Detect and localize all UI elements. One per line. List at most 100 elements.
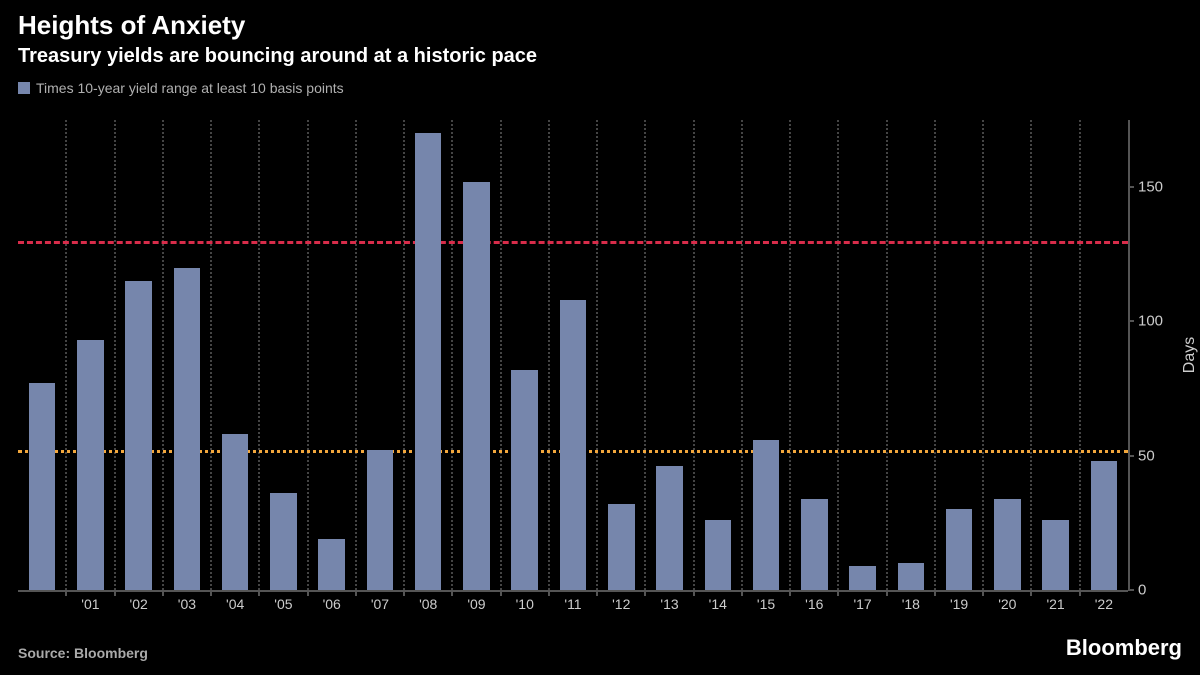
y-tick-mark [1128,455,1134,457]
source-text: Source: Bloomberg [18,645,148,661]
chart-title: Heights of Anxiety [18,10,1182,41]
bar [608,504,635,590]
gridline [693,120,695,590]
x-tick-label: '06 [323,596,341,612]
reference-line [18,241,1128,244]
gridline [982,120,984,590]
x-tick-label: '15 [757,596,775,612]
chart-legend: Times 10-year yield range at least 10 ba… [0,68,1200,96]
x-tick-label: '16 [805,596,823,612]
gridline [837,120,839,590]
x-tick-label: '10 [516,596,534,612]
bar [174,268,201,590]
bar [946,509,973,590]
x-tick-mark [210,590,212,596]
x-tick-label: '14 [709,596,727,612]
bar [29,383,56,590]
gridline [741,120,743,590]
chart-footer: Source: Bloomberg Bloomberg [18,635,1182,661]
x-tick-mark [65,590,67,596]
gridline [1079,120,1081,590]
bar [318,539,345,590]
x-tick-label: '20 [998,596,1016,612]
gridline [403,120,405,590]
legend-label: Times 10-year yield range at least 10 ba… [36,80,344,96]
y-tick-label: 100 [1138,313,1163,330]
y-tick-mark [1128,186,1134,188]
gridline [548,120,550,590]
bar [705,520,732,590]
bar [77,340,104,590]
bar [270,493,297,590]
gridline [114,120,116,590]
x-tick-label: '03 [178,596,196,612]
x-tick-label: '21 [1046,596,1064,612]
x-tick-mark [934,590,936,596]
chart-plot-area: Days 050100150 [18,120,1128,590]
bar [125,281,152,590]
bar [367,450,394,590]
brand-logo: Bloomberg [1066,635,1182,661]
bar [849,566,876,590]
gridline [65,120,67,590]
x-tick-label: '01 [81,596,99,612]
gridline [162,120,164,590]
x-tick-mark [789,590,791,596]
x-tick-mark [451,590,453,596]
x-tick-label: '05 [274,596,292,612]
y-axis-title: Days [1181,337,1199,373]
y-tick-label: 0 [1138,582,1146,599]
x-tick-label: '18 [902,596,920,612]
y-axis-line [1128,120,1130,590]
gridline [500,120,502,590]
x-axis-labels: '01'02'03'04'05'06'07'08'09'10'11'12'13'… [18,596,1128,616]
x-tick-mark [307,590,309,596]
chart-subtitle: Treasury yields are bouncing around at a… [18,45,1182,68]
x-tick-mark [596,590,598,596]
bar [1042,520,1069,590]
x-tick-mark [1030,590,1032,596]
x-tick-label: '17 [853,596,871,612]
x-tick-label: '22 [1095,596,1113,612]
gridline [644,120,646,590]
x-tick-mark [1079,590,1081,596]
x-tick-mark [403,590,405,596]
gridline [307,120,309,590]
y-tick-label: 150 [1138,179,1163,196]
x-tick-label: '07 [371,596,389,612]
y-tick-mark [1128,589,1134,591]
bar [511,370,538,590]
y-tick-label: 50 [1138,447,1155,464]
x-tick-label: '11 [564,596,581,612]
x-tick-mark [114,590,116,596]
gridline [258,120,260,590]
bar [1091,461,1118,590]
x-tick-mark [500,590,502,596]
x-tick-label: '02 [130,596,148,612]
x-tick-mark [886,590,888,596]
x-tick-label: '13 [660,596,678,612]
y-tick-mark [1128,320,1134,322]
x-tick-mark [162,590,164,596]
x-tick-label: '12 [612,596,630,612]
x-tick-mark [355,590,357,596]
x-tick-mark [982,590,984,596]
x-tick-label: '09 [467,596,485,612]
x-tick-mark [837,590,839,596]
bar [560,300,587,590]
x-tick-mark [644,590,646,596]
bar [898,563,925,590]
x-tick-label: '04 [226,596,244,612]
bar [463,182,490,590]
gridline [451,120,453,590]
gridline [886,120,888,590]
gridline [596,120,598,590]
gridline [355,120,357,590]
bar [753,440,780,590]
bar [656,466,683,590]
x-tick-mark [548,590,550,596]
chart-header: Heights of Anxiety Treasury yields are b… [0,0,1200,68]
x-tick-mark [258,590,260,596]
bar [994,499,1021,590]
bar [801,499,828,590]
